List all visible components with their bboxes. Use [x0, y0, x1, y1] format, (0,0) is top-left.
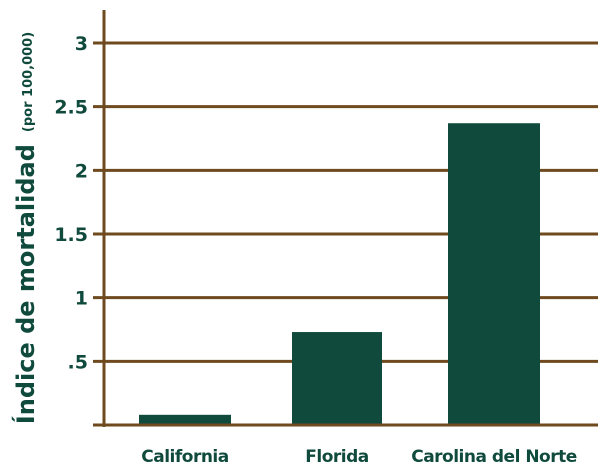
y-tick-label: 1 [75, 288, 88, 310]
y-tick-labels: .5 1 1.5 2 2.5 3 [54, 33, 88, 373]
y-axis-label-main: Índice de mortalidad [11, 144, 40, 424]
y-axis-label-unit: (por 100,000) [21, 32, 36, 132]
x-category-labels: California Florida Carolina del Norte [141, 447, 577, 467]
x-category-label: Florida [305, 447, 368, 467]
x-category-label: Carolina del Norte [411, 447, 577, 467]
x-category-label: California [141, 447, 228, 467]
bar-california [139, 414, 231, 425]
y-tick-label: 2.5 [54, 97, 88, 119]
y-tick-label: .5 [68, 351, 88, 373]
y-tick-label: 2 [75, 160, 88, 182]
bars [139, 123, 540, 425]
y-tick-label: 1.5 [54, 224, 88, 246]
y-axis-label: Índice de mortalidad (por 100,000) [11, 32, 40, 424]
bar-florida [292, 332, 382, 425]
y-tick-label: 3 [75, 33, 88, 55]
bar-carolina-del-norte [448, 123, 540, 425]
